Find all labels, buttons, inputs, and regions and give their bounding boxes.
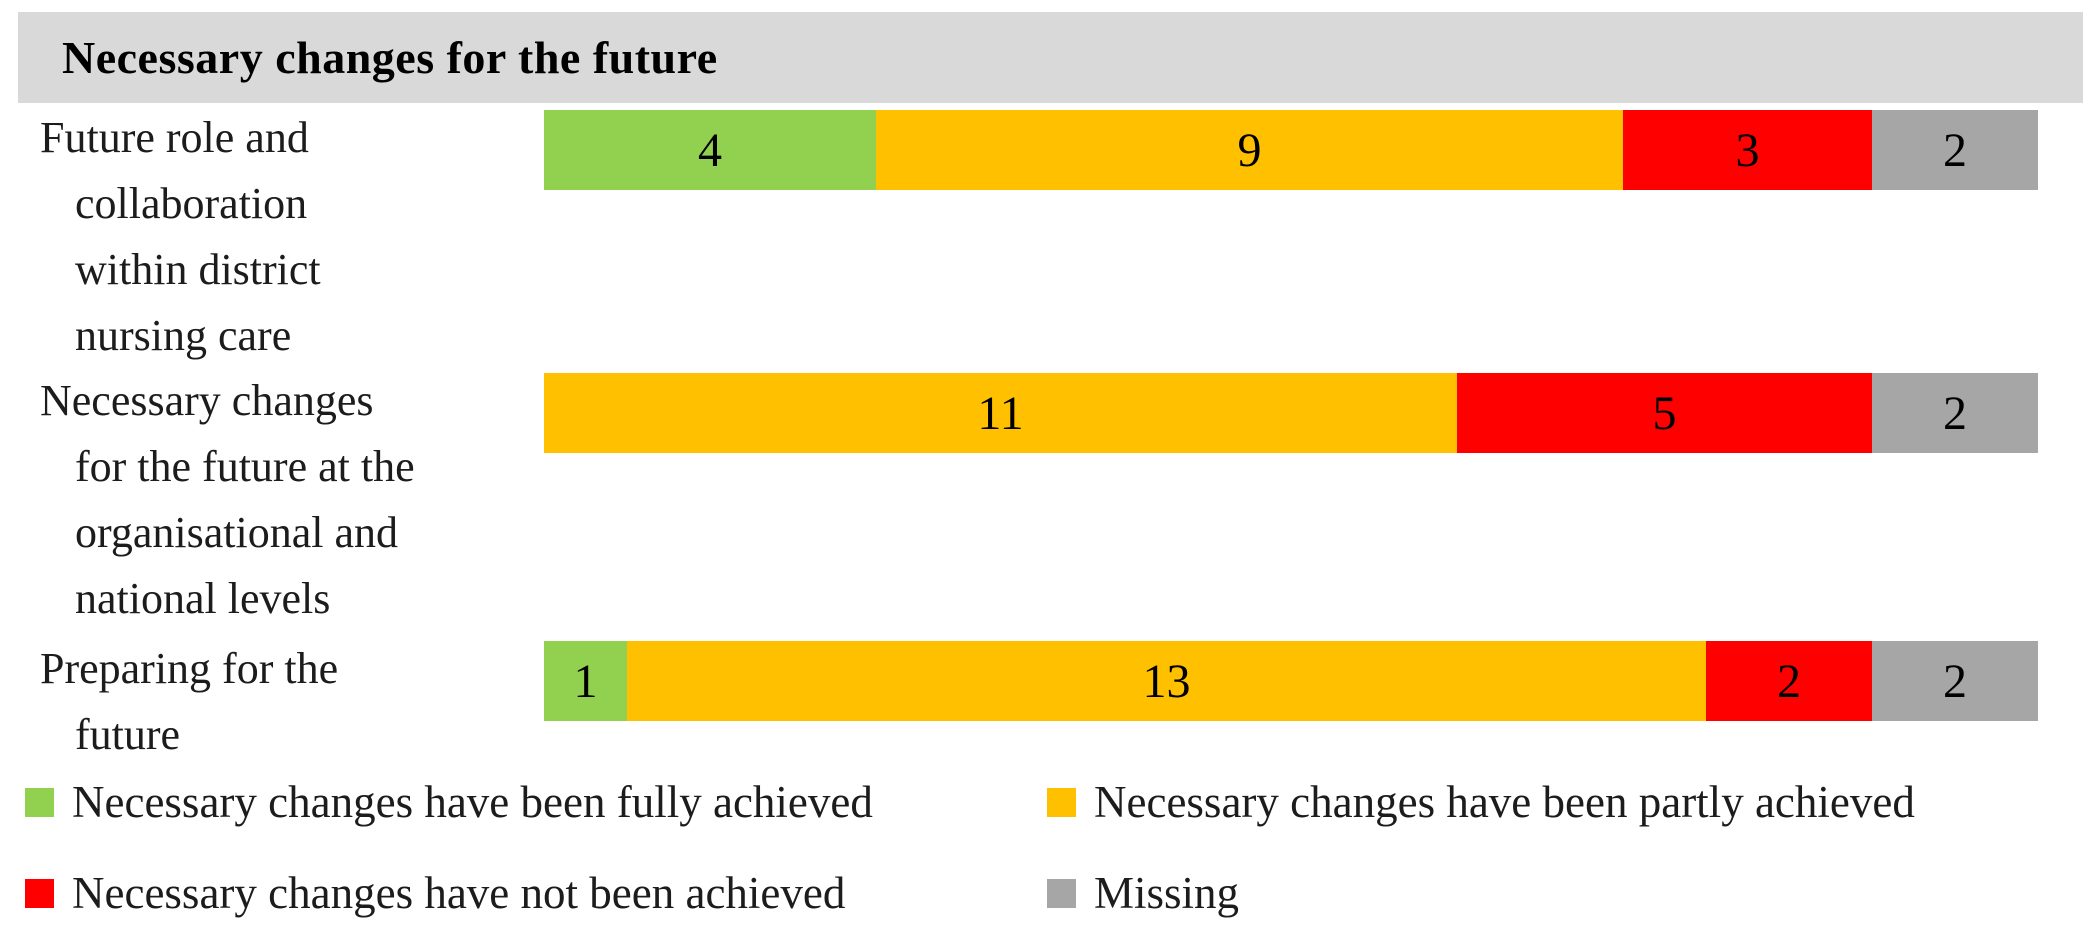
bar-segment-value: 2 — [1943, 654, 1967, 708]
category-label-line: Preparing for the — [40, 644, 339, 693]
bar-segment-value: 2 — [1943, 386, 1967, 440]
bar-segment-value: 3 — [1735, 123, 1760, 177]
bar-segment: 5 — [1457, 373, 1872, 453]
category-label-line: within district — [75, 245, 321, 294]
bar-segment-value: 9 — [1237, 123, 1262, 177]
category-label-line: collaboration — [75, 179, 308, 228]
legend-label: Necessary changes have been fully achiev… — [72, 777, 873, 827]
category-label: Preparing for the future — [40, 636, 520, 768]
legend-label: Missing — [1094, 868, 1240, 918]
category-label-line: organisational and — [75, 508, 398, 557]
bar-segment: 1 — [544, 641, 627, 721]
bar-segment-value: 5 — [1652, 386, 1677, 440]
bar-segment: 9 — [876, 110, 1623, 190]
stacked-bar: 4 9 3 2 — [544, 110, 2038, 190]
category-label-line: national levels — [75, 574, 331, 623]
legend-item: Necessary changes have not been achieved — [25, 860, 845, 926]
category-label-line: nursing care — [75, 311, 292, 360]
legend-swatch-icon — [1047, 787, 1076, 817]
legend-swatch-icon — [25, 787, 54, 817]
chart-title-bar: Necessary changes for the future — [18, 12, 2083, 103]
legend-label: Necessary changes have been partly achie… — [1094, 777, 1915, 827]
legend-item: Necessary changes have been partly achie… — [1047, 769, 1915, 835]
chart-title: Necessary changes for the future — [62, 32, 718, 83]
category-label-line: for the future at the — [75, 442, 415, 491]
bar-segment-value: 13 — [1142, 654, 1191, 708]
stacked-bar: 11 5 2 — [544, 373, 2038, 453]
bar-segment-value: 2 — [1777, 654, 1801, 708]
bar-segment-value: 4 — [698, 123, 722, 177]
stacked-bar: 1 13 2 2 — [544, 641, 2038, 721]
bar-segment: 2 — [1872, 641, 2038, 721]
legend-swatch-icon — [1047, 878, 1076, 908]
bar-segment-value: 11 — [977, 386, 1024, 440]
bar-segment: 4 — [544, 110, 876, 190]
category-label: Necessary changes for the future at the or… — [40, 368, 520, 632]
legend-swatch-icon — [25, 878, 54, 908]
bar-segment-value: 2 — [1943, 123, 1967, 177]
bar-segment: 3 — [1623, 110, 1872, 190]
bar-segment: 2 — [1706, 641, 1872, 721]
bar-segment: 2 — [1872, 110, 2038, 190]
legend-item: Missing — [1047, 860, 1239, 926]
bar-segment: 11 — [544, 373, 1457, 453]
category-label: Future role and collaboration within distr… — [40, 105, 520, 369]
bar-segment: 2 — [1872, 373, 2038, 453]
legend-item: Necessary changes have been fully achiev… — [25, 769, 873, 835]
legend-label: Necessary changes have not been achieved — [72, 868, 846, 918]
category-label-line: Future role and — [40, 113, 309, 162]
category-label-line: Necessary changes — [40, 376, 374, 425]
bar-segment-value: 1 — [573, 654, 598, 708]
category-label-line: future — [75, 710, 181, 759]
bar-segment: 13 — [627, 641, 1706, 721]
